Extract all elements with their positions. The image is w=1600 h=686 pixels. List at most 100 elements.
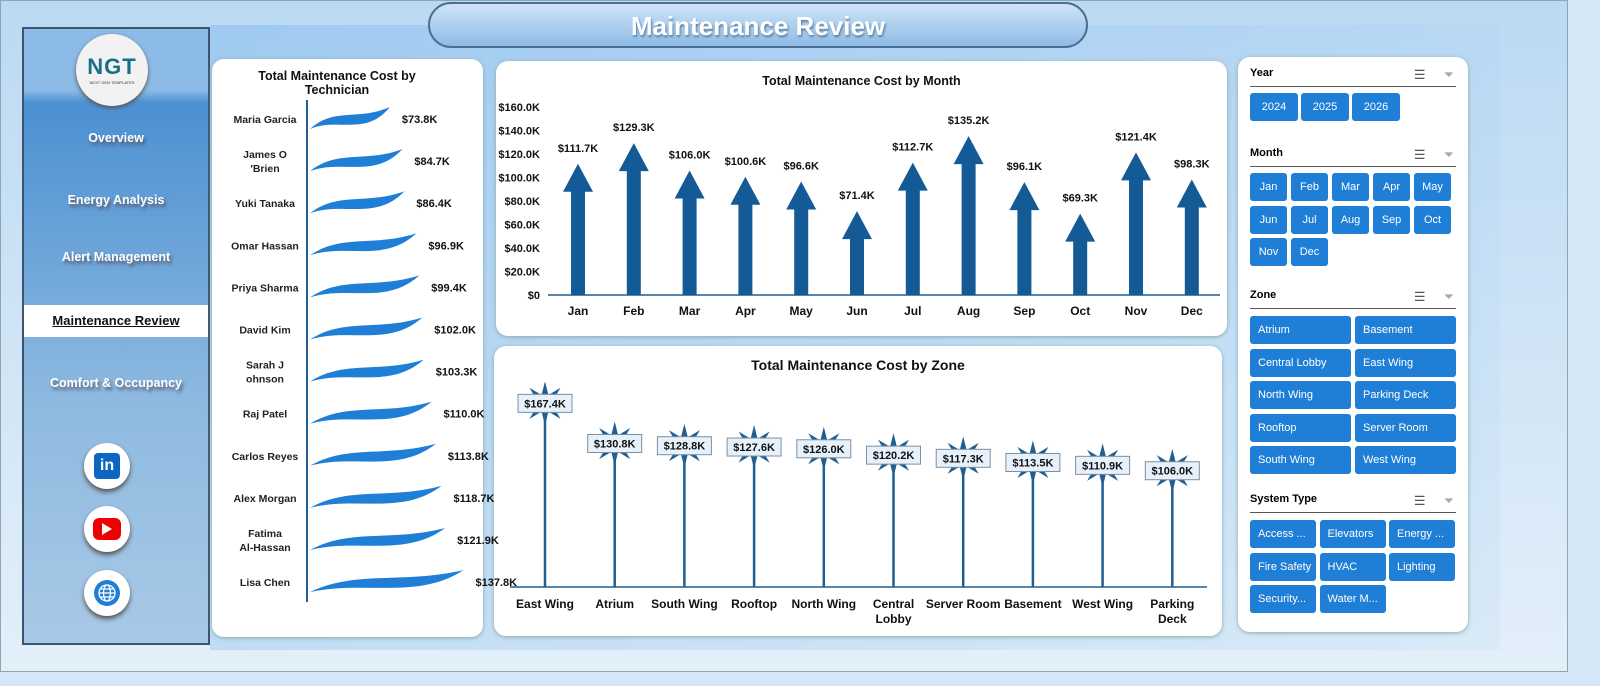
nav-overview[interactable]: Overview — [88, 131, 144, 145]
clear-filter-icon[interactable]: ⏷ — [1443, 493, 1454, 508]
category-label: Omar Hassan — [231, 240, 299, 252]
wave-bar — [310, 275, 420, 298]
clear-filter-icon[interactable]: ⏷ — [1443, 67, 1454, 82]
data-label: $113.5K — [1012, 457, 1053, 469]
slicer-button[interactable]: HVAC — [1319, 552, 1386, 581]
multi-select-icon[interactable]: ☰ — [1413, 147, 1426, 162]
nav-comfort-occupancy[interactable]: Comfort & Occupancy — [50, 376, 182, 390]
data-label: $84.7K — [414, 156, 450, 168]
slicer-button[interactable]: Server Room — [1355, 413, 1456, 442]
y-tick-label: $20.0K — [505, 267, 541, 279]
x-tick-label: Feb — [623, 304, 644, 318]
x-tick-label: Oct — [1070, 304, 1090, 318]
data-label: $127.6K — [733, 442, 775, 454]
data-label: $167.4K — [524, 398, 566, 410]
slicer-button[interactable]: Atrium — [1250, 316, 1351, 344]
x-tick-label: North Wing — [792, 597, 857, 611]
slicer-header-year: Year ☰ ⏷ — [1250, 67, 1456, 87]
slicer-button[interactable]: Basement — [1355, 316, 1456, 344]
y-tick-label: $60.0K — [505, 220, 541, 232]
arrow-bar — [1009, 182, 1040, 295]
data-label: $86.4K — [416, 198, 452, 210]
slicer-button[interactable]: Water M... — [1319, 585, 1386, 613]
multi-select-icon[interactable]: ☰ — [1413, 289, 1426, 304]
nav-maintenance-review[interactable]: Maintenance Review — [24, 305, 208, 337]
arrow-bar — [563, 163, 593, 295]
arrow-bar — [1065, 213, 1096, 295]
data-label: $111.7K — [558, 143, 598, 155]
category-label: Al-Hassan — [239, 542, 290, 554]
slicer-button[interactable]: Oct — [1414, 205, 1451, 234]
clear-filter-icon[interactable]: ⏷ — [1443, 289, 1454, 304]
slicer-button[interactable]: 2025 — [1301, 93, 1349, 121]
slicer-button[interactable]: Security... — [1250, 585, 1316, 613]
y-tick-label: $40.0K — [505, 243, 541, 255]
data-label: $73.8K — [402, 114, 438, 126]
arrow-bar — [842, 211, 872, 295]
slicer-button[interactable]: Access ... — [1250, 520, 1316, 548]
y-tick-label: $120.0K — [498, 149, 540, 161]
slicer-button[interactable]: May — [1414, 173, 1451, 201]
category-label: Lisa Chen — [240, 577, 290, 589]
slicer-button[interactable]: Rooftop — [1250, 413, 1351, 442]
slicer-button[interactable]: Energy ... — [1389, 520, 1455, 548]
data-label: $69.3K — [1062, 193, 1098, 205]
slicer-button[interactable]: 2026 — [1352, 93, 1400, 121]
slicer-button[interactable]: Central Lobby — [1250, 348, 1351, 377]
data-label: $118.7K — [454, 493, 495, 505]
slicer-button[interactable]: Apr — [1373, 173, 1410, 201]
x-tick-label: May — [790, 304, 814, 318]
slicer-button[interactable]: Jan — [1250, 173, 1287, 201]
slicer-button[interactable]: Fire Safety — [1250, 552, 1316, 581]
data-label: $120.2K — [873, 450, 915, 462]
page-title: Maintenance Review — [428, 2, 1088, 48]
multi-select-icon[interactable]: ☰ — [1413, 493, 1426, 508]
x-tick-label: Rooftop — [731, 597, 777, 611]
x-tick-label: Apr — [735, 304, 756, 318]
website-button[interactable] — [84, 570, 130, 616]
chart-title: Total Maintenance Cost by Month — [762, 74, 961, 88]
slicer-button[interactable]: Aug — [1332, 205, 1369, 234]
slicer-button[interactable]: Feb — [1291, 173, 1328, 201]
nav-alert-management[interactable]: Alert Management — [61, 250, 171, 264]
slicer-button[interactable]: Sep — [1373, 205, 1410, 234]
data-label: $96.1K — [1007, 161, 1043, 173]
x-tick-label: East Wing — [516, 597, 574, 611]
nav-energy-analysis[interactable]: Energy Analysis — [67, 193, 165, 207]
category-label: David Kim — [239, 325, 290, 337]
data-label-box — [1144, 461, 1200, 481]
slicer-button[interactable]: South Wing — [1250, 446, 1351, 474]
slicer-button[interactable]: West Wing — [1355, 446, 1456, 474]
data-label-box — [517, 393, 573, 413]
youtube-button[interactable] — [84, 506, 130, 552]
y-tick-label: $0 — [528, 290, 540, 302]
multi-select-icon[interactable]: ☰ — [1413, 67, 1426, 82]
data-label: $110.9K — [1082, 460, 1123, 472]
slicer-button[interactable]: 2024 — [1250, 93, 1298, 121]
x-tick-label: Sep — [1013, 304, 1035, 318]
wave-bar — [310, 149, 403, 172]
slicer-button[interactable]: Jul — [1291, 205, 1328, 234]
linkedin-button[interactable]: in — [84, 443, 130, 489]
slicer-button[interactable]: Parking Deck — [1355, 381, 1456, 409]
clear-filter-icon[interactable]: ⏷ — [1443, 147, 1454, 162]
data-label: $130.8K — [594, 439, 636, 451]
slicer-button[interactable]: East Wing — [1355, 348, 1456, 377]
data-label-box — [796, 439, 852, 459]
slicer-button[interactable]: Jun — [1250, 205, 1287, 234]
linkedin-icon: in — [94, 453, 120, 479]
chart-title: Total Maintenance Cost by Technician — [258, 69, 416, 97]
chart-title: Total Maintenance Cost by Zone — [751, 357, 965, 373]
arrow-bar — [897, 162, 928, 295]
slicer-button[interactable]: North Wing — [1250, 381, 1351, 409]
slicer-button[interactable]: Lighting — [1389, 552, 1455, 581]
slicer-button[interactable]: Elevators — [1319, 520, 1386, 548]
slicer-button[interactable]: Dec — [1291, 238, 1328, 266]
wave-bar — [310, 359, 424, 382]
data-label: $98.3K — [1174, 158, 1210, 170]
slicer-button[interactable]: Nov — [1250, 238, 1287, 266]
y-tick-label: $140.0K — [498, 126, 540, 138]
data-label: $135.2K — [948, 115, 990, 127]
slicer-button[interactable]: Mar — [1332, 173, 1369, 201]
